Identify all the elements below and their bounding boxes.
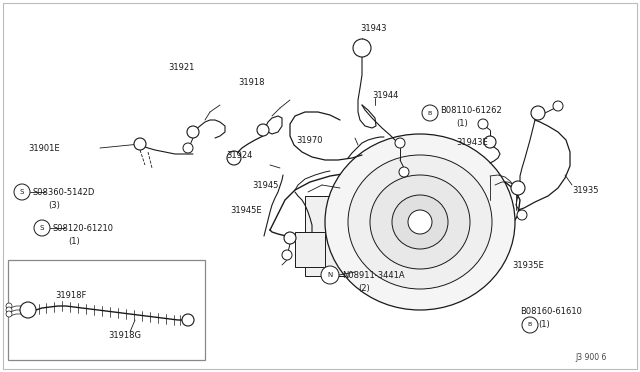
Circle shape	[517, 210, 527, 220]
Ellipse shape	[370, 175, 470, 269]
Circle shape	[484, 136, 496, 148]
Circle shape	[14, 184, 30, 200]
Text: (1): (1)	[538, 321, 550, 330]
Text: 31935E: 31935E	[512, 260, 544, 269]
Circle shape	[408, 210, 432, 234]
Ellipse shape	[348, 155, 492, 289]
Text: 31970: 31970	[296, 135, 323, 144]
Circle shape	[321, 266, 339, 284]
Circle shape	[257, 124, 269, 136]
Circle shape	[183, 143, 193, 153]
Text: B08160-61610: B08160-61610	[520, 308, 582, 317]
Circle shape	[395, 138, 405, 148]
Bar	[8, 260, 205, 360]
Text: N08911-3441A: N08911-3441A	[342, 272, 404, 280]
Ellipse shape	[325, 134, 515, 310]
Circle shape	[511, 181, 525, 195]
Text: B: B	[528, 323, 532, 327]
Text: 31921: 31921	[168, 62, 195, 71]
Circle shape	[34, 220, 50, 236]
Circle shape	[478, 119, 488, 129]
Text: 31924: 31924	[226, 151, 252, 160]
Circle shape	[531, 106, 545, 120]
Text: 31918G: 31918G	[108, 331, 141, 340]
Circle shape	[6, 307, 12, 313]
Text: 31943: 31943	[360, 23, 387, 32]
Text: S: S	[20, 189, 24, 195]
Circle shape	[227, 151, 241, 165]
Text: 31918: 31918	[238, 77, 264, 87]
Text: N: N	[328, 272, 333, 278]
Text: B08110-61262: B08110-61262	[440, 106, 502, 115]
Circle shape	[20, 302, 36, 318]
Text: 31901E: 31901E	[28, 144, 60, 153]
Text: (2): (2)	[358, 285, 370, 294]
Text: S: S	[40, 225, 44, 231]
Circle shape	[422, 105, 438, 121]
Bar	[305, 196, 347, 276]
Text: S08360-5142D: S08360-5142D	[32, 187, 94, 196]
Text: 31944: 31944	[372, 90, 398, 99]
Text: 31945E: 31945E	[230, 205, 262, 215]
Circle shape	[187, 126, 199, 138]
Text: (3): (3)	[48, 201, 60, 209]
Text: (1): (1)	[456, 119, 468, 128]
Text: 31935: 31935	[572, 186, 598, 195]
Circle shape	[522, 317, 538, 333]
Circle shape	[134, 138, 146, 150]
Circle shape	[353, 39, 371, 57]
Text: J3 900 6: J3 900 6	[575, 353, 606, 362]
Text: 31943E: 31943E	[456, 138, 488, 147]
Text: (1): (1)	[68, 237, 80, 246]
Circle shape	[6, 311, 12, 317]
Text: 31918F: 31918F	[55, 292, 86, 301]
Circle shape	[553, 101, 563, 111]
Circle shape	[399, 167, 409, 177]
Circle shape	[6, 303, 12, 309]
Text: B: B	[428, 110, 432, 115]
Text: 31945: 31945	[252, 180, 278, 189]
Circle shape	[284, 232, 296, 244]
Circle shape	[182, 314, 194, 326]
Bar	[295, 232, 325, 267]
Ellipse shape	[392, 195, 448, 249]
Text: S08120-61210: S08120-61210	[52, 224, 113, 232]
Circle shape	[282, 250, 292, 260]
